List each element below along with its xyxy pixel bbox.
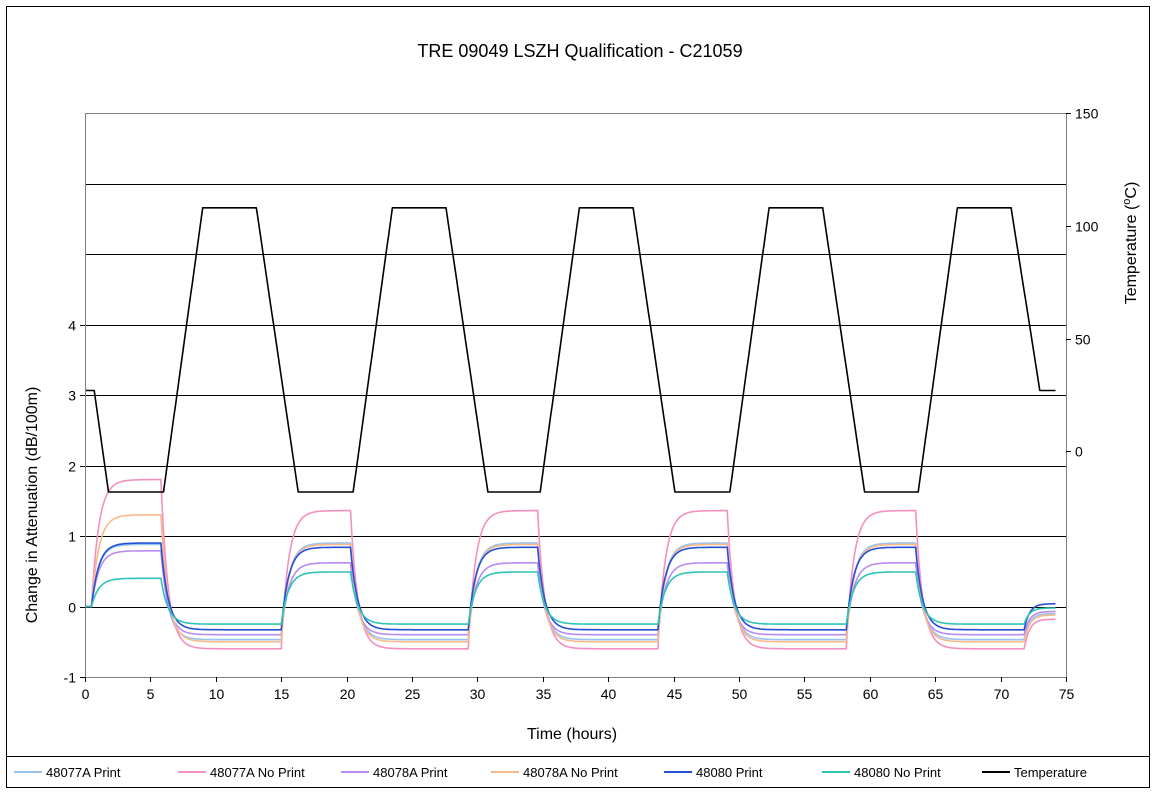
legend-item: 48078A Print	[341, 765, 448, 780]
y-left-tick-label: 2	[68, 459, 76, 475]
legend-item: 48078A No Print	[491, 765, 618, 780]
x-tick-label: 60	[863, 686, 879, 702]
y-axis-right-label-unit: C)	[1123, 182, 1140, 199]
x-tick-label: 20	[340, 686, 356, 702]
y-left-tick-label: 1	[68, 529, 76, 545]
x-tick-label: 35	[536, 686, 552, 702]
legend-label: 48080 No Print	[854, 765, 941, 780]
y-left-tick-label: 4	[68, 318, 76, 334]
x-tick-label: 45	[667, 686, 683, 702]
series-line-48080-no-print	[85, 571, 1056, 625]
x-tick-label: 75	[1059, 686, 1075, 702]
x-tick-label: 50	[732, 686, 748, 702]
y-right-tick-label: 50	[1075, 332, 1091, 348]
x-tick-label: 15	[274, 686, 290, 702]
x-tick-label: 30	[470, 686, 486, 702]
y-axis-right-label-main: Temperature (	[1123, 204, 1140, 304]
chart-border	[6, 6, 1150, 788]
series-line-48077a-no-print	[85, 478, 1056, 650]
legend-label: 48078A Print	[373, 765, 448, 780]
legend-label: 48077A No Print	[210, 765, 305, 780]
x-tick-label: 0	[82, 686, 90, 702]
y-right-tick-label: 100	[1075, 219, 1099, 235]
y-left-tick-label: 3	[68, 388, 76, 404]
x-axis-ticks: 0 5 10 15 20 25 30 35 40 45 50 55 60 65 70 75	[82, 677, 1075, 702]
legend-label: 48078A No Print	[523, 765, 618, 780]
series-lines	[85, 207, 1056, 650]
x-tick-label: 65	[928, 686, 944, 702]
y-axis-left-label: Change in Attenuation (dB/100m)	[24, 387, 41, 624]
legend-item: 48080 No Print	[822, 765, 941, 780]
x-tick-label: 5	[147, 686, 155, 702]
x-tick-label: 25	[405, 686, 421, 702]
x-tick-label: 10	[209, 686, 225, 702]
legend: 48077A Print 48077A No Print 48078A Print 4…	[6, 756, 1150, 780]
series-line-48077a-print	[85, 542, 1056, 641]
plot-area-border	[85, 113, 1067, 678]
x-tick-label: 55	[797, 686, 813, 702]
gridlines	[85, 184, 1066, 608]
legend-item: 48080 Print	[664, 765, 763, 780]
legend-label: Temperature	[1014, 765, 1087, 780]
legend-label: 48077A Print	[46, 765, 121, 780]
y-right-tick-label: 150	[1075, 106, 1099, 122]
series-line-temperature	[85, 207, 1056, 493]
legend-item: 48077A Print	[14, 765, 121, 780]
y-left-tick-label: 0	[68, 600, 76, 616]
series-line-48078a-no-print	[85, 514, 1056, 643]
legend-label: 48080 Print	[696, 765, 763, 780]
y-left-tick-label: -1	[64, 670, 77, 686]
chart-title: TRE 09049 LSZH Qualification - C21059	[417, 41, 742, 61]
x-tick-label: 40	[601, 686, 617, 702]
y-axis-left-ticks: -1 0 1 2 3 4	[64, 318, 85, 686]
legend-item: Temperature	[982, 765, 1087, 780]
series-line-48080-print	[85, 542, 1056, 631]
y-axis-right-ticks: 0 50 100 150	[1066, 106, 1099, 460]
series-line-48078a-print	[85, 549, 1056, 636]
legend-item: 48077A No Print	[178, 765, 305, 780]
y-axis-right-label-sup: o	[1121, 199, 1133, 205]
y-right-tick-label: 0	[1075, 444, 1083, 460]
y-axis-right-label: Temperature (oC)	[1121, 182, 1140, 305]
x-axis-label: Time (hours)	[527, 726, 617, 743]
x-tick-label: 70	[994, 686, 1010, 702]
